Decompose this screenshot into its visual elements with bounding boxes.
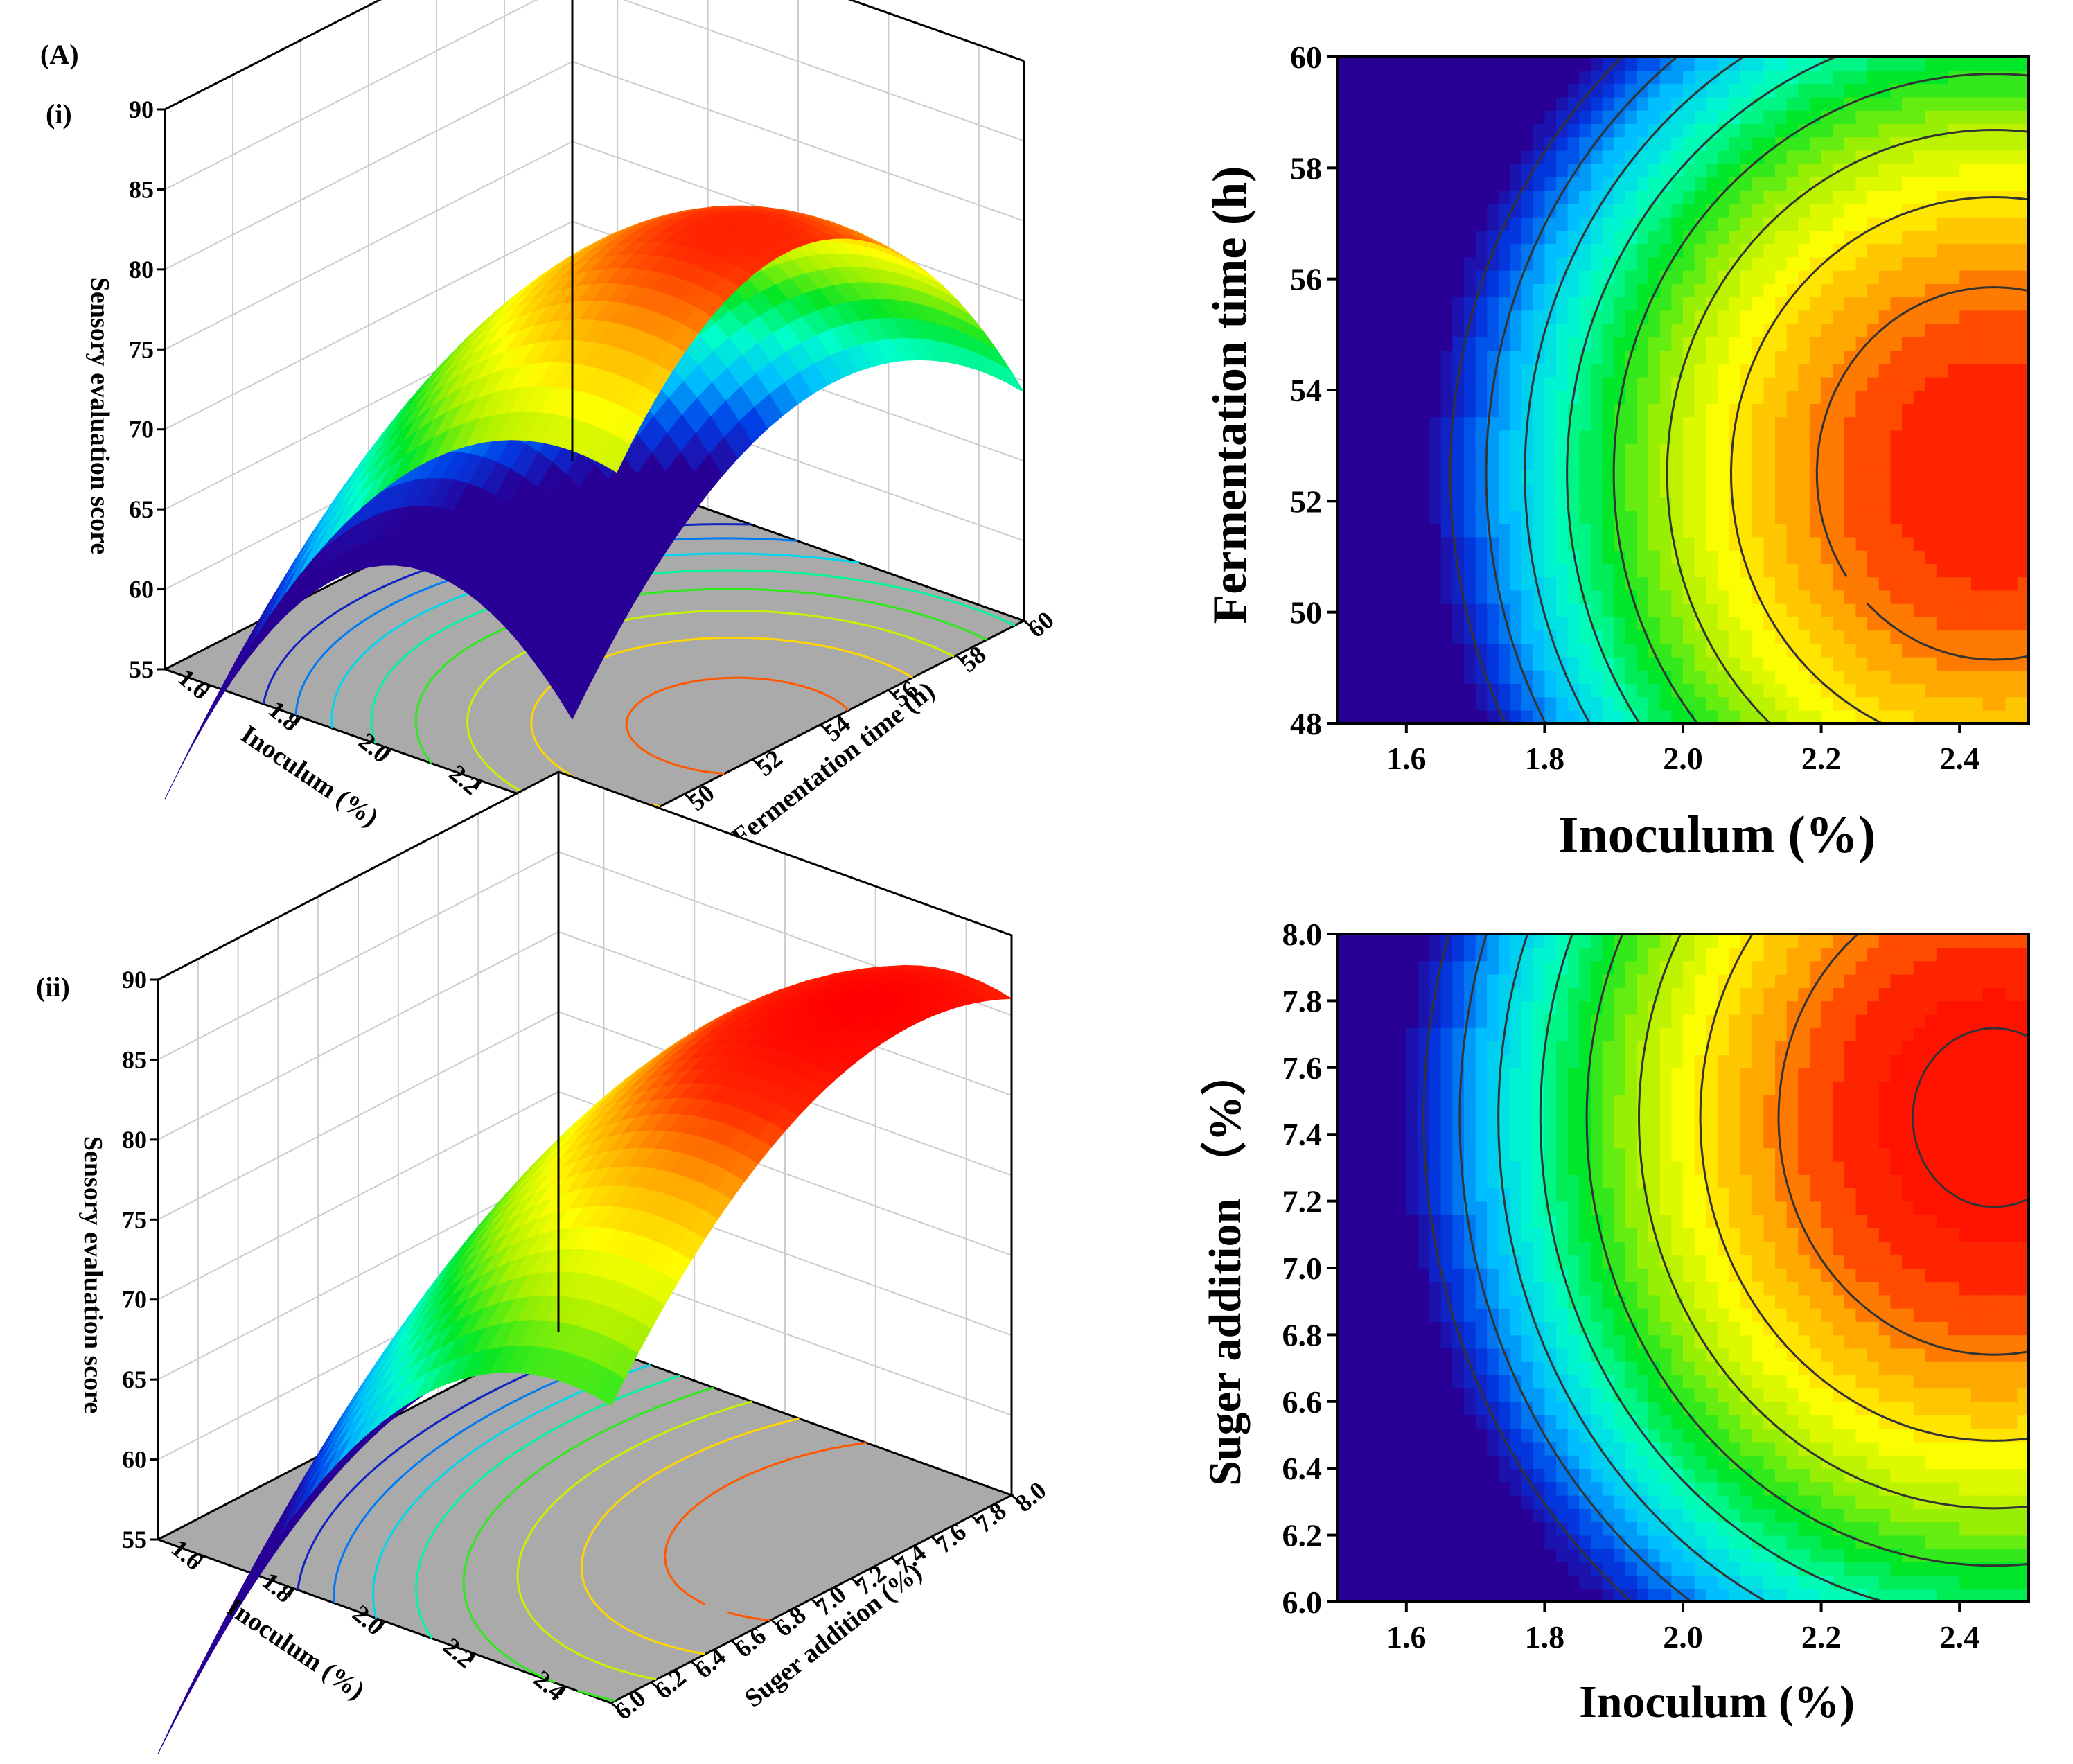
x-axis-title: Inoculum (%) bbox=[1558, 806, 1876, 864]
y-tick-label: 60 bbox=[1022, 606, 1059, 643]
z-tick-label: 80 bbox=[129, 256, 154, 283]
y-tick-label: 7.6 bbox=[1282, 1050, 1323, 1086]
z-tick-label: 60 bbox=[129, 576, 154, 603]
z-tick-label: 75 bbox=[129, 335, 154, 363]
x-axis-title: Inoculum (%) bbox=[1579, 1677, 1855, 1727]
x-tick-label: 2.4 bbox=[1939, 1619, 1979, 1655]
y-tick-label: 58 bbox=[1290, 150, 1322, 186]
z-tick-label: 65 bbox=[122, 1366, 147, 1393]
x-tick-label: 2.2 bbox=[1801, 741, 1842, 776]
surface-plot-i: (i) 55606570758085901.61.82.02.22.450525… bbox=[46, 0, 1059, 852]
z-tick-label: 85 bbox=[122, 1046, 147, 1073]
y-tick-label: 8.0 bbox=[1009, 1476, 1051, 1518]
panel-label-ii: (ii) bbox=[36, 971, 70, 1003]
contour-plot-ii: 1.6 1.8 2.0 2.2 2.4 6.0 6.2 6.4 6.6 6.8 7.0 7.2 7.4 7… bbox=[1199, 917, 2029, 1727]
panel-label-i: (i) bbox=[46, 98, 72, 130]
z-tick-label: 55 bbox=[129, 655, 154, 683]
y-tick-label: 6.0 bbox=[1282, 1585, 1323, 1620]
x-tick-label: 1.8 bbox=[1525, 741, 1565, 776]
z-tick-label: 65 bbox=[129, 495, 154, 523]
x-tick-label: 2.4 bbox=[1939, 741, 1979, 776]
y-axis-title: Fermentation time (h) bbox=[1203, 166, 1257, 624]
y-tick-label: 56 bbox=[1290, 262, 1322, 297]
y-tick-label: 50 bbox=[1290, 595, 1322, 630]
z-tick-label: 70 bbox=[129, 416, 154, 443]
z-axis-title: Sensory evaluation score bbox=[78, 1136, 107, 1413]
x-tick-label: 2.0 bbox=[1663, 741, 1703, 776]
z-tick-label: 80 bbox=[122, 1126, 147, 1154]
y-tick-label: 60 bbox=[1290, 39, 1322, 75]
y-tick-label: 6.8 bbox=[1282, 1317, 1323, 1352]
panel-label-A: (A) bbox=[40, 39, 79, 70]
y-tick-label: 54 bbox=[1290, 373, 1322, 408]
y-tick-label: 7.8 bbox=[1282, 983, 1323, 1018]
x-tick-label: 1.8 bbox=[1525, 1619, 1565, 1655]
y-axis-title: Suger addition （%） bbox=[1199, 1050, 1251, 1486]
x-tick-label: 2.0 bbox=[1663, 1619, 1703, 1655]
z-tick-label: 60 bbox=[122, 1446, 147, 1474]
y-tick-label: 6.2 bbox=[1282, 1518, 1323, 1553]
y-tick-label: 6.4 bbox=[1282, 1451, 1323, 1486]
x-tick-label: 2.2 bbox=[1801, 1619, 1842, 1655]
z-tick-label: 75 bbox=[122, 1206, 147, 1233]
z-tick-label: 70 bbox=[122, 1286, 147, 1314]
y-tick-label: 7.2 bbox=[1282, 1184, 1323, 1219]
contour-plot-i: 1.6 1.8 2.0 2.2 2.4 48 50 52 54 56 58 60 Inoculum (… bbox=[1203, 39, 2029, 864]
x-tick-label: 1.6 bbox=[1386, 741, 1427, 776]
y-tick-label: 8.0 bbox=[1282, 917, 1323, 952]
y-tick-label: 7.0 bbox=[1282, 1251, 1323, 1286]
z-tick-label: 55 bbox=[122, 1526, 147, 1553]
y-tick-label: 7.4 bbox=[1282, 1117, 1323, 1152]
z-tick-label: 90 bbox=[129, 96, 154, 123]
y-tick-label: 6.6 bbox=[1282, 1384, 1323, 1420]
z-axis-title: Sensory evaluation score bbox=[85, 277, 114, 554]
z-tick-label: 85 bbox=[129, 175, 154, 203]
y-tick-label: 48 bbox=[1290, 706, 1322, 741]
y-tick-label: 52 bbox=[1290, 484, 1322, 519]
x-axis-title: Inoculum (%) bbox=[222, 1593, 369, 1706]
x-tick-label: 1.6 bbox=[1386, 1619, 1427, 1655]
z-tick-label: 90 bbox=[122, 966, 147, 994]
